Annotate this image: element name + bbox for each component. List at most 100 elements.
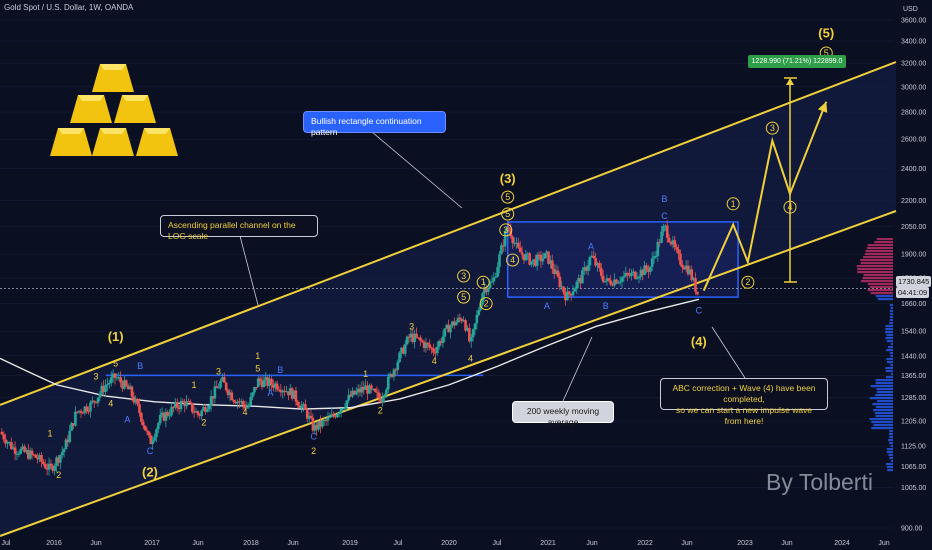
- candle-body: [547, 251, 550, 264]
- candle-body: [588, 257, 592, 266]
- measure-tool[interactable]: [784, 77, 797, 283]
- volume-bar: [867, 283, 893, 286]
- candle-body: [483, 287, 486, 294]
- y-tick-label: 3400.00: [901, 38, 926, 45]
- x-tick-label: Jun: [878, 540, 889, 547]
- candle-body: [398, 352, 401, 363]
- volume-bar: [889, 457, 893, 460]
- candle-body: [490, 281, 494, 283]
- candle-body: [641, 269, 645, 275]
- pointer-line: [562, 336, 593, 402]
- candle-body: [113, 373, 117, 378]
- rectangle-pattern-box[interactable]: [506, 221, 739, 298]
- candle-body: [322, 420, 326, 422]
- callout-channel[interactable]: Ascending parallel channel on the LOG sc…: [160, 215, 318, 241]
- channel-lower-line[interactable]: [0, 210, 897, 537]
- volume-bar: [869, 418, 893, 421]
- wave-label: 2: [311, 446, 316, 456]
- candle-body: [358, 388, 362, 393]
- candle-body: [417, 337, 420, 339]
- volume-bar: [890, 364, 893, 367]
- candle-body: [394, 369, 398, 371]
- candle-body: [79, 410, 83, 413]
- candle-body: [652, 256, 656, 259]
- candle-body: [524, 254, 528, 261]
- candle-body: [32, 454, 36, 456]
- candle-body: [669, 242, 673, 245]
- candle-body: [224, 382, 228, 391]
- candle-body: [232, 400, 236, 402]
- candle-body: [185, 401, 188, 407]
- candle-body: [172, 406, 175, 408]
- volume-bar: [889, 310, 893, 313]
- candle-body: [106, 384, 109, 386]
- wave-degree-label: (1): [108, 329, 124, 344]
- candle-body: [345, 400, 349, 408]
- wave-label: 5: [255, 364, 260, 374]
- volume-bar: [888, 439, 893, 442]
- volume-bar: [875, 379, 893, 382]
- volume-bar: [889, 436, 893, 439]
- candle-body: [468, 328, 471, 342]
- candle-body: [36, 457, 39, 460]
- candle-body: [255, 387, 258, 389]
- candle-body: [98, 393, 102, 398]
- candle-body: [696, 291, 699, 295]
- candle-body: [13, 447, 17, 454]
- candle-body: [153, 437, 156, 441]
- candle-body: [281, 390, 285, 393]
- y-tick-label: 1440.00: [901, 353, 926, 360]
- callout-ma200[interactable]: 200 weekly moving average: [512, 401, 614, 427]
- candle-body: [579, 278, 582, 284]
- candle-body: [198, 414, 202, 417]
- candle-body: [675, 247, 678, 250]
- wave-label: A: [544, 301, 550, 311]
- candle-body: [85, 406, 89, 412]
- candle-body: [124, 380, 128, 386]
- candle-body: [66, 439, 70, 443]
- pointer-line: [711, 326, 746, 379]
- candle-body: [584, 267, 588, 271]
- projection-path[interactable]: [702, 101, 828, 292]
- candle-body: [247, 405, 251, 408]
- candle-body: [607, 278, 611, 281]
- callout-rectangle-pattern[interactable]: Bullish rectangle continuation pattern: [303, 111, 446, 137]
- candle-body: [81, 412, 85, 414]
- candle-body: [356, 388, 360, 392]
- gold-bar: [114, 95, 156, 123]
- channel-fill: [0, 62, 896, 536]
- candle-body: [618, 281, 622, 283]
- candle-body: [283, 390, 286, 392]
- candle-body: [19, 449, 23, 454]
- wave-degree-label: (4): [691, 334, 707, 349]
- candle-body: [498, 254, 501, 267]
- candle-body: [554, 270, 558, 274]
- y-tick-label: 1660.00: [901, 301, 926, 308]
- candle-body: [266, 377, 269, 386]
- candle-body: [562, 286, 565, 293]
- candle-body: [400, 347, 403, 353]
- candle-body: [158, 414, 162, 424]
- candle-body: [140, 412, 143, 422]
- wave-label: A: [268, 388, 274, 398]
- wave-label: B: [662, 194, 668, 204]
- candle-body: [108, 382, 111, 385]
- candle-body: [253, 387, 256, 393]
- candle-body: [313, 424, 317, 431]
- volume-bar: [875, 415, 893, 418]
- candle-body: [471, 329, 475, 338]
- candle-body: [605, 278, 609, 282]
- candle-body: [386, 376, 390, 390]
- volume-bar: [885, 370, 893, 373]
- callout-abc-correction[interactable]: ABC correction + Wave (4) have been comp…: [660, 378, 828, 426]
- wave-label: A: [124, 415, 130, 425]
- candle-body: [564, 292, 567, 301]
- channel-upper-line[interactable]: [0, 61, 897, 406]
- candle-body: [270, 378, 273, 385]
- candle-body: [466, 328, 469, 331]
- ma200-line[interactable]: [0, 298, 700, 410]
- projection-arrowhead: [817, 101, 828, 113]
- candle-body: [434, 352, 437, 354]
- candle-body: [692, 278, 695, 281]
